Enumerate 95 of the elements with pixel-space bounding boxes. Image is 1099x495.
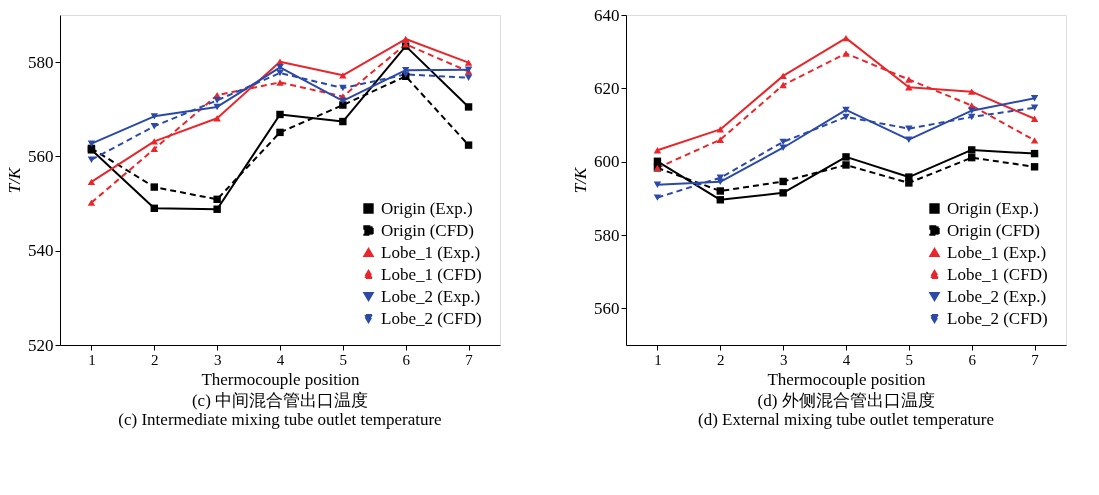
text: (c) 中间混合管出口温度 [191, 391, 369, 410]
point [150, 123, 158, 130]
x-tick-label: 7 [1031, 351, 1040, 368]
point [968, 107, 976, 114]
legend-label: Origin (Exp.) [381, 198, 473, 218]
y-tick-label: 580 [594, 225, 620, 245]
point [968, 88, 976, 95]
point [968, 146, 976, 154]
point [464, 59, 473, 66]
point [1030, 163, 1039, 171]
point [339, 84, 347, 92]
x-tick-label: 6 [402, 351, 411, 368]
legend-label: Lobe_2 (Exp.) [947, 286, 1047, 306]
y-axis-title: T/K [571, 166, 590, 194]
y-tick-label: 560 [28, 146, 54, 166]
point [1030, 115, 1039, 122]
y-tick-label: 520 [28, 335, 54, 355]
point [1030, 137, 1039, 144]
point [213, 195, 221, 204]
point [842, 161, 850, 169]
legend-label: Lobe_1 (Exp.) [381, 242, 481, 262]
point [779, 177, 787, 186]
point [213, 97, 221, 104]
x-tick-label: 2 [151, 351, 159, 368]
point [842, 113, 850, 121]
point [150, 183, 158, 191]
x-tick-label: 5 [339, 351, 348, 368]
point [779, 81, 787, 89]
point [464, 103, 473, 111]
point [716, 187, 724, 195]
point [276, 64, 284, 71]
y-tick-label: 600 [594, 152, 620, 172]
x-tick-label: 2 [717, 351, 725, 368]
point [464, 74, 473, 81]
legend-label: Lobe_1 (Exp.) [947, 242, 1047, 262]
point [213, 205, 221, 213]
point [339, 72, 347, 79]
point [87, 140, 96, 147]
x-tick-label: 4 [276, 351, 285, 368]
legend-label: Lobe_1 (CFD) [947, 264, 1048, 284]
text: (c) Intermediate mixing tube outlet temperature [118, 410, 442, 429]
point [842, 106, 850, 114]
legend-label: Lobe_2 (Exp.) [381, 286, 481, 306]
point [150, 145, 158, 153]
point [716, 126, 724, 133]
point [87, 178, 96, 186]
legend-label: Origin (Exp.) [947, 198, 1039, 218]
legend-label: Origin (CFD) [947, 220, 1041, 240]
x-axis-title: Thermocouple position [201, 369, 361, 389]
y-tick-label: 640 [594, 5, 620, 25]
legend-label: Origin (CFD) [381, 220, 475, 240]
point [150, 113, 158, 120]
x-tick-label: 3 [779, 351, 788, 368]
x-tick-label: 1 [88, 351, 96, 368]
x-axis-title: Thermocouple position [767, 369, 927, 389]
x-tick-label: 4 [842, 351, 851, 368]
y-tick-label: 560 [594, 298, 620, 318]
point [276, 128, 284, 137]
point [150, 138, 158, 145]
point [87, 199, 96, 206]
point [905, 136, 913, 143]
point [968, 113, 976, 121]
legend-label: Lobe_2 (CFD) [381, 308, 482, 328]
point [276, 69, 284, 77]
y-axis-title: T/K [5, 166, 24, 194]
text: (d) External mixing tube outlet temperature [698, 410, 994, 429]
point [716, 196, 724, 204]
point [842, 153, 850, 161]
point [339, 117, 347, 126]
point [653, 147, 662, 154]
point [905, 76, 913, 83]
y-tick-label: 620 [594, 78, 620, 98]
point [842, 50, 850, 57]
point [276, 110, 284, 119]
x-tick-label: 3 [213, 351, 222, 368]
x-tick-label: 1 [654, 351, 662, 368]
point [1030, 95, 1039, 102]
y-tick-label: 580 [28, 52, 54, 72]
text: (d) 外侧混合管出口温度 [757, 391, 935, 410]
point [276, 79, 284, 86]
point [716, 136, 724, 143]
point [339, 101, 347, 109]
x-tick-label: 6 [968, 351, 977, 368]
point [653, 194, 662, 201]
x-tick-label: 5 [905, 351, 914, 368]
point [464, 141, 473, 149]
x-tick-label: 7 [465, 351, 474, 368]
legend-label: Lobe_2 (CFD) [947, 308, 1048, 328]
point [905, 125, 913, 132]
point [842, 34, 850, 42]
legend-label: Lobe_1 (CFD) [381, 264, 482, 284]
y-tick-label: 540 [28, 241, 54, 261]
point [905, 179, 913, 187]
point [779, 189, 787, 197]
point [779, 72, 787, 80]
